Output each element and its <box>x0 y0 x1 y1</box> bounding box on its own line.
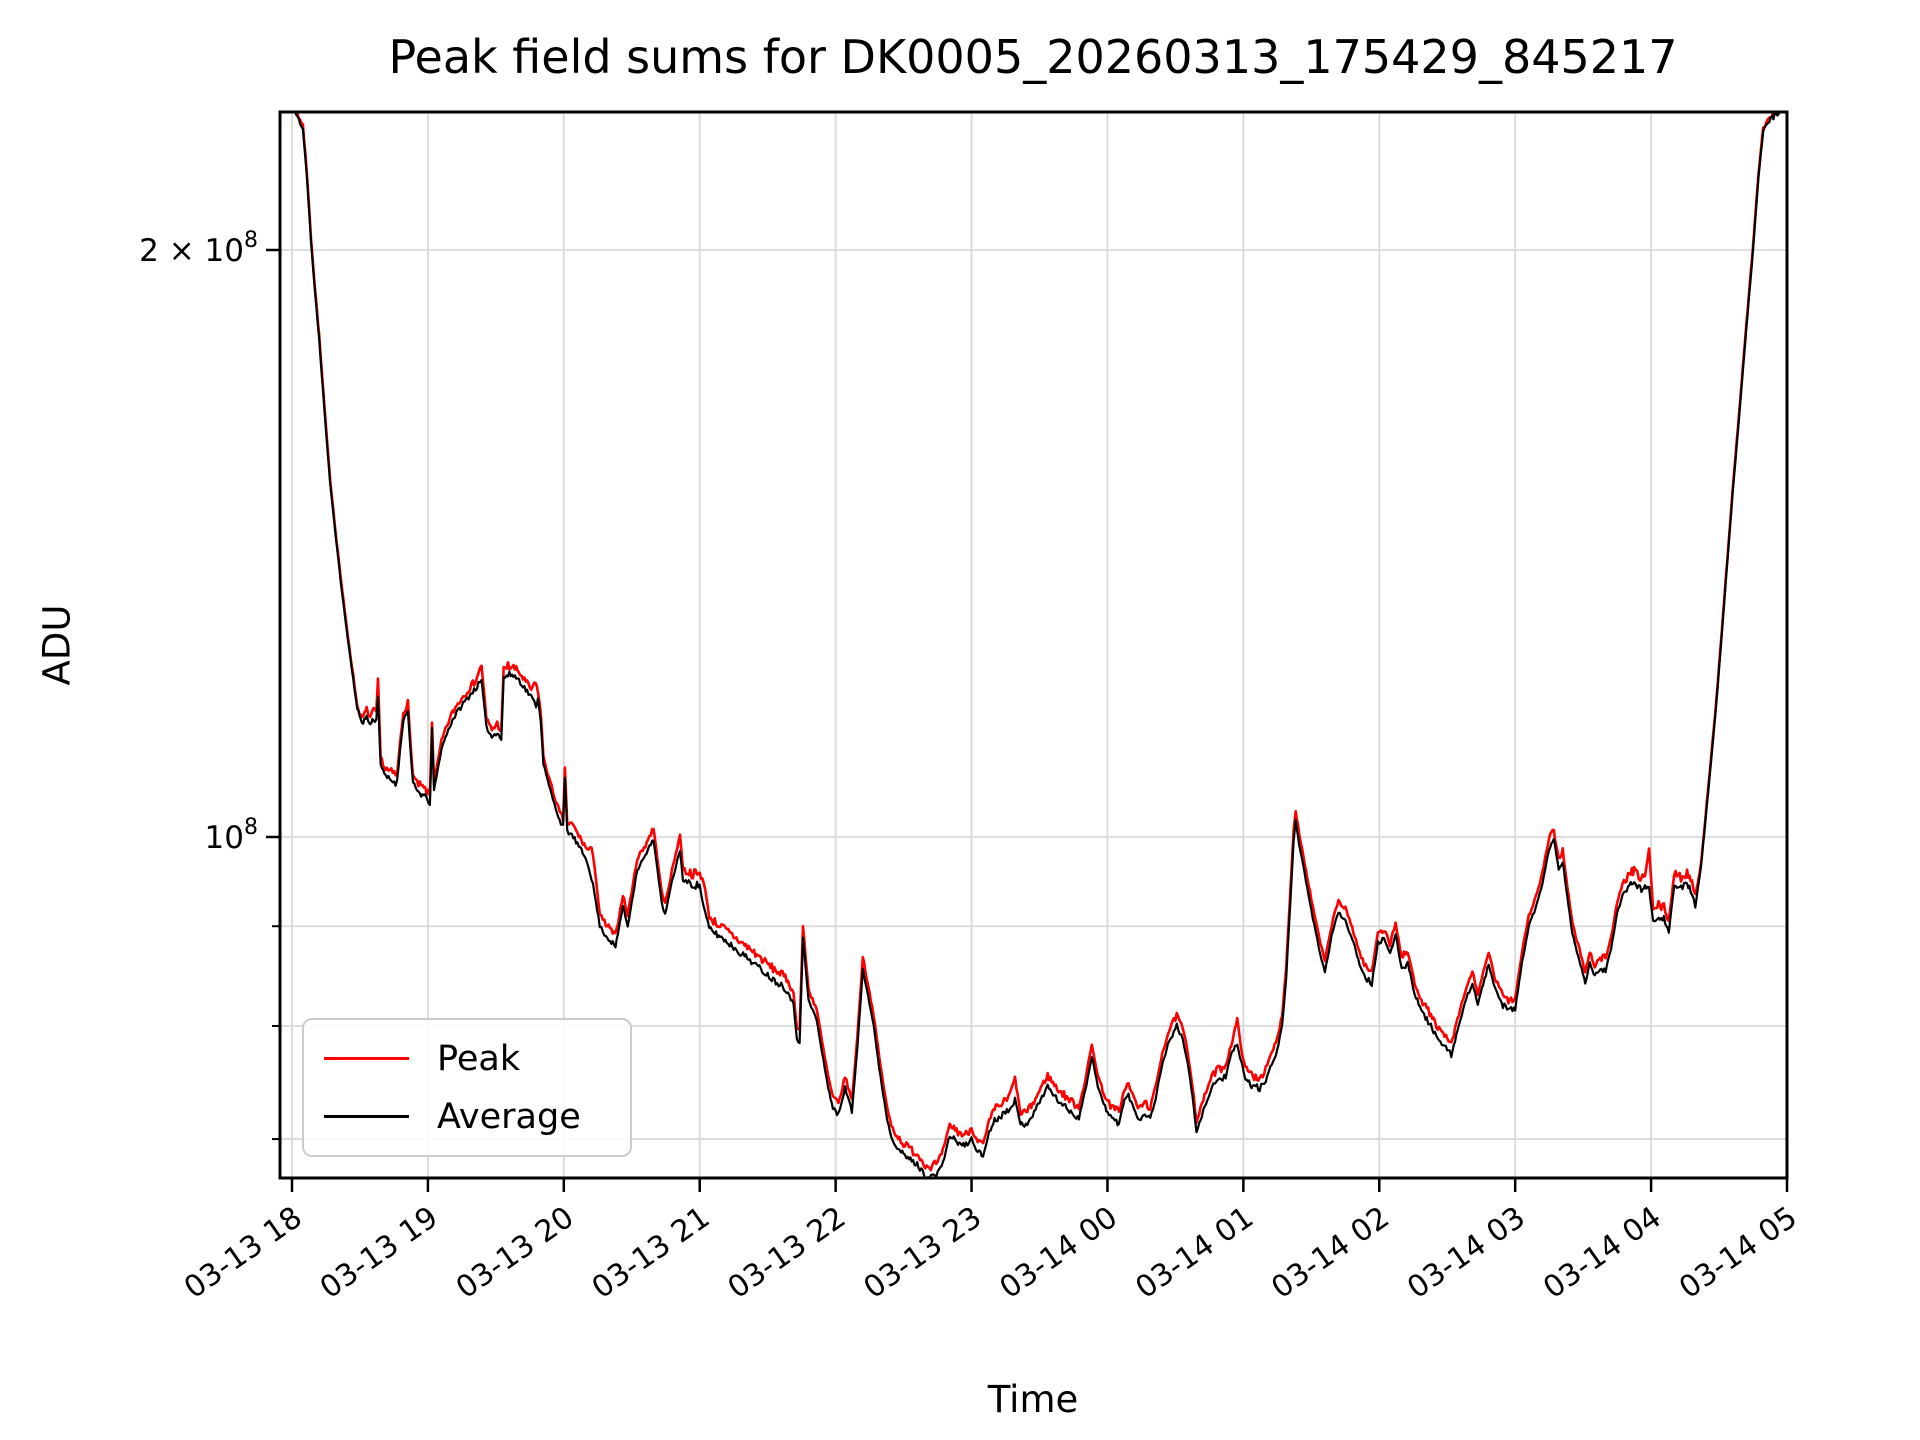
x-tick-label: 03-13 23 <box>858 1200 989 1306</box>
axes-frame <box>278 110 1789 1180</box>
x-tick-label: 03-14 05 <box>1673 1200 1804 1306</box>
legend: Peak Average <box>302 1018 632 1157</box>
average-line-swatch <box>324 1115 409 1118</box>
x-tick-label: 03-14 02 <box>1265 1200 1396 1306</box>
legend-entry-average: Average <box>324 1097 610 1137</box>
peak-series-line <box>295 112 1777 1172</box>
x-tick-label: 03-14 01 <box>1129 1200 1260 1306</box>
x-tick-label: 03-13 21 <box>586 1200 717 1306</box>
x-tick-label: 03-13 18 <box>178 1200 309 1306</box>
chart-title: Peak field sums for DK0005_20260313_1754… <box>388 30 1678 84</box>
x-tick-label: 03-13 22 <box>722 1200 853 1306</box>
x-tick-label: 03-13 20 <box>450 1200 581 1306</box>
x-tick-label: 03-14 03 <box>1401 1200 1532 1306</box>
y-tick-label: 108 <box>205 815 258 856</box>
legend-label-average: Average <box>437 1096 581 1137</box>
y-axis-label: ADU <box>35 604 79 686</box>
legend-entry-peak: Peak <box>324 1039 610 1079</box>
average-series-line <box>294 112 1781 1178</box>
peak-line-swatch <box>324 1057 409 1060</box>
y-tick-label: 2 × 108 <box>139 228 258 269</box>
x-axis-label: Time <box>987 1378 1079 1421</box>
legend-label-peak: Peak <box>437 1038 521 1079</box>
ticks <box>266 248 1789 1192</box>
x-tick-label: 03-14 00 <box>993 1200 1124 1306</box>
x-tick-label: 03-14 04 <box>1537 1200 1668 1306</box>
x-tick-label: 03-13 19 <box>314 1200 445 1306</box>
